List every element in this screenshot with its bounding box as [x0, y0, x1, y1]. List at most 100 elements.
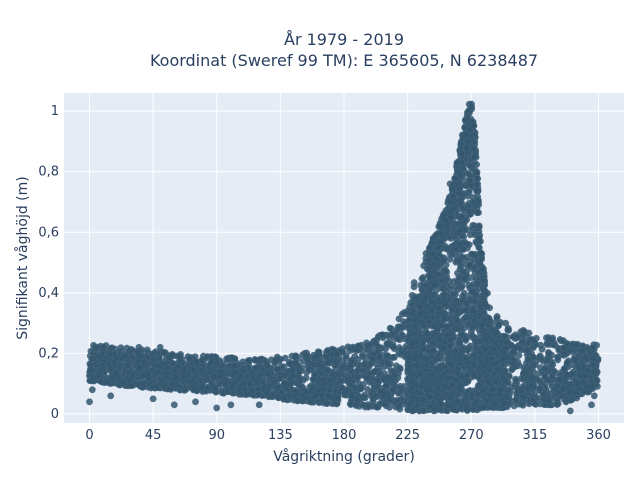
data-point [463, 359, 471, 367]
data-point [452, 297, 460, 305]
data-point [296, 377, 304, 384]
data-point [381, 400, 389, 408]
data-point [383, 340, 391, 348]
data-points [86, 100, 602, 415]
data-point [395, 315, 403, 323]
data-point [87, 366, 95, 374]
data-point [276, 374, 283, 382]
data-point [501, 399, 509, 407]
data-point [406, 400, 414, 408]
data-point [428, 308, 436, 315]
data-point [455, 386, 463, 394]
data-point [256, 370, 264, 378]
data-point [119, 379, 127, 387]
data-point [147, 361, 155, 369]
data-point [149, 383, 157, 391]
data-point [418, 275, 426, 283]
data-point [581, 371, 589, 379]
data-point [373, 376, 381, 384]
data-point [463, 299, 470, 307]
data-point [418, 319, 426, 327]
data-point [450, 290, 458, 298]
data-point [423, 330, 431, 338]
data-point [580, 378, 587, 386]
data-point [391, 371, 399, 379]
data-point [514, 333, 522, 341]
data-point [91, 344, 99, 351]
data-point [517, 346, 525, 354]
data-point [479, 277, 487, 285]
data-point [474, 382, 482, 389]
data-point [191, 373, 199, 381]
data-point [354, 397, 362, 405]
data-point [431, 405, 438, 413]
data-point [325, 392, 333, 400]
data-point [320, 380, 328, 388]
data-point [440, 257, 448, 264]
data-point [544, 356, 551, 364]
data-point [485, 314, 493, 322]
data-point [373, 360, 380, 368]
data-point [405, 332, 413, 340]
data-point [419, 396, 427, 404]
data-point [461, 306, 469, 314]
data-point [103, 378, 111, 386]
data-point [536, 352, 544, 360]
data-point [493, 329, 501, 337]
data-point [437, 400, 445, 408]
data-point [490, 400, 498, 408]
data-point [405, 354, 413, 362]
data-point [426, 285, 434, 293]
data-point [531, 390, 539, 398]
data-point [197, 367, 205, 375]
data-point [431, 322, 438, 330]
data-point [161, 369, 169, 377]
data-point [293, 388, 300, 396]
data-point [519, 401, 527, 409]
data-point [461, 275, 469, 283]
data-point [229, 383, 236, 391]
data-point [112, 369, 120, 377]
data-point [495, 321, 503, 329]
data-point [556, 388, 563, 396]
data-point [593, 376, 600, 384]
data-point [466, 176, 474, 184]
data-point [479, 387, 487, 395]
data-point [469, 406, 477, 413]
data-point [408, 301, 416, 308]
data-point [437, 373, 445, 381]
data-point [454, 325, 462, 333]
data-point [281, 379, 288, 387]
data-point [365, 374, 372, 382]
data-point [181, 365, 189, 373]
data-point [478, 255, 485, 263]
data-point [402, 310, 410, 318]
data-point [344, 376, 352, 384]
data-point [354, 373, 362, 381]
data-point [483, 372, 491, 379]
data-point [465, 207, 472, 215]
data-point [309, 383, 317, 391]
data-point [444, 374, 452, 382]
data-point [416, 303, 424, 311]
data-point [274, 394, 282, 402]
data-point [435, 384, 442, 391]
data-point [405, 316, 413, 324]
data-point [307, 398, 314, 406]
data-point [497, 386, 505, 393]
data-point [389, 330, 397, 338]
data-point [223, 387, 231, 395]
data-point [502, 377, 510, 385]
data-point [429, 340, 437, 347]
data-point [384, 360, 392, 367]
data-point [450, 406, 457, 413]
data-point [389, 353, 397, 361]
data-point [294, 397, 301, 405]
data-point [245, 357, 253, 365]
data-point [359, 366, 367, 374]
data-point [446, 255, 454, 263]
data-point [140, 380, 148, 388]
data-point [439, 291, 447, 299]
data-point [524, 396, 532, 403]
data-point [459, 268, 467, 275]
